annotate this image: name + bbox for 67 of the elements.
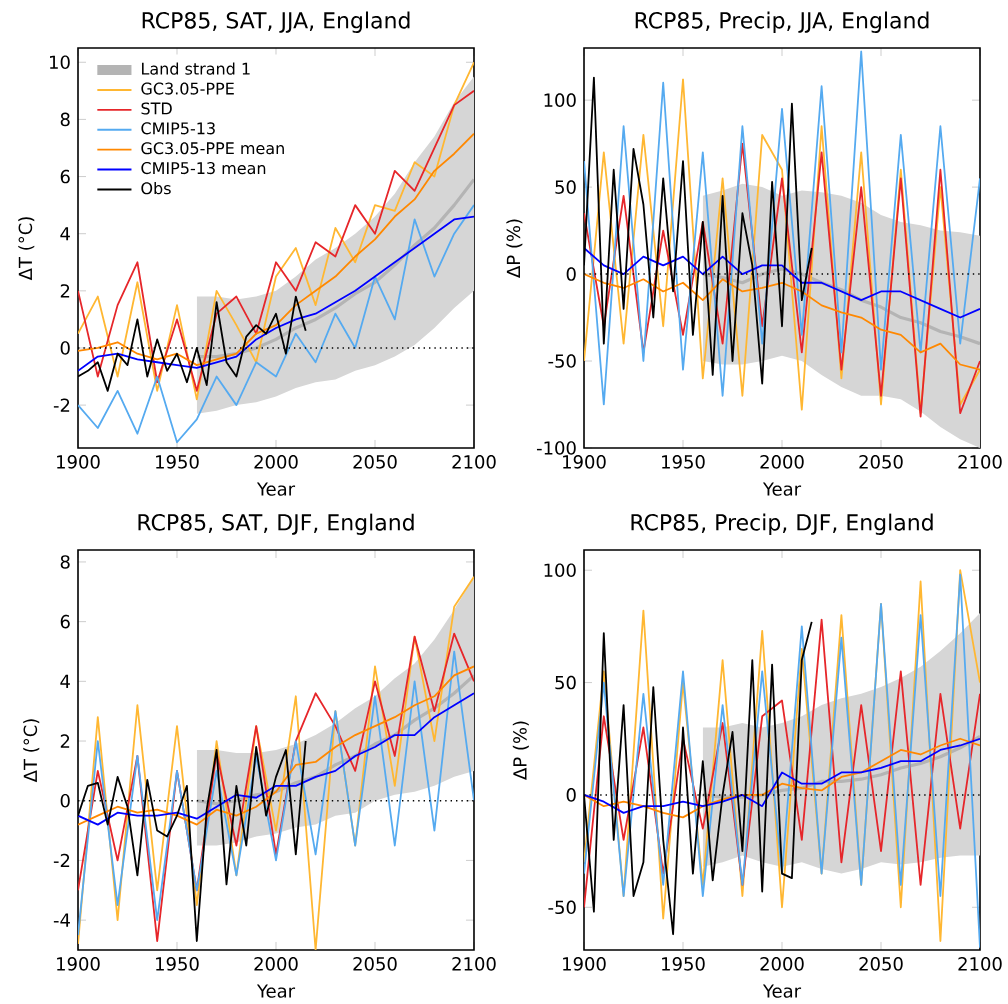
- x-tick-label: 2000: [760, 455, 804, 469]
- legend-label: CMIP5-13: [141, 122, 215, 135]
- y-tick-label: 2: [60, 284, 70, 298]
- legend-label: STD: [141, 102, 172, 115]
- x-axis-title: Year: [256, 984, 296, 998]
- y-tick-label: -2: [53, 853, 70, 868]
- x-axis-title: Year: [762, 482, 802, 496]
- x-tick-label: 1950: [662, 957, 705, 971]
- y-axis-title: ΔT (°C): [18, 217, 35, 281]
- y-tick-label: 100: [544, 93, 576, 107]
- y-tick-label: 0: [60, 793, 70, 808]
- y-tick-label: 8: [60, 112, 70, 127]
- y-tick-label: 4: [60, 227, 70, 241]
- x-tick-label: 2050: [353, 957, 397, 971]
- x-tick-label: 2100: [958, 455, 1002, 469]
- y-tick-label: 6: [60, 614, 70, 629]
- legend-label: Land strand 1: [142, 62, 250, 75]
- legend-label: GC3.05-PPE: [141, 82, 234, 95]
- x-tick-label: 1900: [57, 957, 100, 971]
- y-tick-label: 8: [60, 555, 70, 569]
- x-tick-label: 2050: [353, 455, 397, 469]
- chart-title: RCP85, Precip, DJF, England: [631, 513, 933, 535]
- y-axis-title: ΔP (%): [512, 721, 529, 780]
- y-tick-label: -4: [53, 913, 70, 927]
- chart-title: RCP85, Precip, JJA, England: [635, 11, 929, 33]
- y-tick-label: -50: [548, 900, 576, 915]
- legend-label: GC3.05-PPE mean: [141, 142, 284, 155]
- y-tick-label: 0: [60, 341, 70, 355]
- y-tick-label: 10: [50, 55, 70, 70]
- x-tick-label: 1950: [662, 455, 705, 469]
- x-tick-label: 2050: [859, 957, 903, 971]
- x-tick-label: 2050: [859, 455, 903, 469]
- y-axis-title: ΔT (°C): [23, 719, 40, 783]
- y-tick-label: 2: [60, 734, 70, 748]
- chart-title: RCP85, SAT, DJF, England: [138, 513, 414, 535]
- x-tick-label: 2000: [760, 957, 804, 971]
- y-tick-label: -2: [53, 398, 70, 412]
- y-tick-label: 100: [544, 563, 576, 578]
- line-series: [78, 692, 474, 826]
- x-tick-label: 1900: [563, 455, 606, 469]
- x-tick-label: 2100: [452, 957, 496, 971]
- x-tick-label: 2000: [254, 957, 298, 971]
- x-tick-label: 2100: [958, 957, 1002, 971]
- line-series: [584, 273, 981, 371]
- x-axis-title: Year: [762, 984, 802, 998]
- y-tick-label: -50: [548, 354, 576, 368]
- line-series: [584, 618, 980, 909]
- x-tick-label: 1900: [57, 455, 100, 469]
- y-tick-label: 50: [555, 180, 576, 194]
- x-tick-label: 1950: [156, 957, 199, 971]
- y-axis-title: ΔP (%): [506, 219, 523, 278]
- x-tick-label: 1900: [563, 957, 606, 971]
- y-tick-label: 4: [60, 674, 70, 688]
- line-series: [78, 204, 474, 444]
- x-tick-label: 2100: [452, 455, 496, 469]
- x-tick-label: 2000: [254, 455, 298, 469]
- y-tick-label: -100: [536, 441, 576, 455]
- line-series: [584, 142, 981, 418]
- x-axis-title: Year: [256, 482, 296, 496]
- y-tick-label: 50: [555, 675, 576, 690]
- legend-label: Obs: [141, 181, 171, 195]
- y-tick-label: 0: [566, 267, 576, 281]
- legend-label: CMIP5-13 mean: [141, 162, 266, 175]
- y-tick-label: 0: [566, 788, 576, 802]
- chart-title: RCP85, SAT, JJA, England: [142, 11, 410, 33]
- x-tick-label: 1950: [156, 455, 199, 469]
- y-tick-label: 6: [60, 169, 70, 184]
